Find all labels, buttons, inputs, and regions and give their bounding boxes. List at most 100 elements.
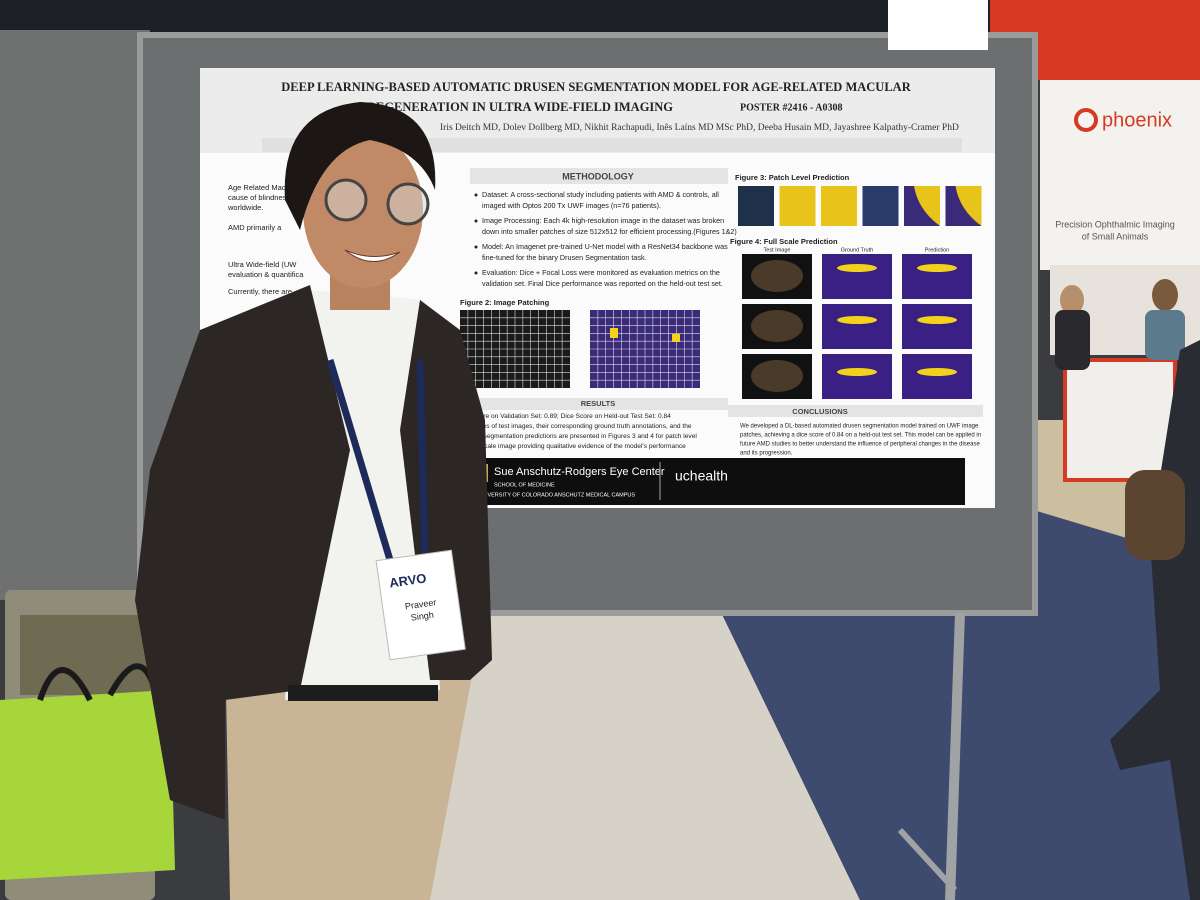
fundus (751, 260, 803, 292)
patch-tile (779, 186, 816, 226)
text-lines: Dataset: A cross-sectional study includi… (472, 190, 981, 457)
intro-line: Age Related Mac (228, 183, 286, 192)
booth-sign-panel (1040, 80, 1200, 270)
section-heading: METHODOLOGY (562, 171, 634, 181)
figure-caption: Figure 4: Full Scale Prediction (730, 237, 838, 246)
patch-tile (738, 186, 774, 226)
poster-title: DEGENERATION IN ULTRA WIDE-FIELD IMAGING (367, 100, 673, 114)
column-header: Ground Truth (841, 247, 873, 253)
center-name: Sue Anschutz-Rodgers Eye Center (494, 466, 665, 478)
result-image (822, 304, 892, 349)
poster-footer (470, 458, 965, 505)
conclusion-line: We developed a DL-based automated drusen… (740, 424, 979, 430)
brand: phoenix (1102, 109, 1172, 131)
segmentation (917, 264, 957, 272)
section-heading: RESULTS (581, 399, 615, 408)
intro-line: Currently, there are (228, 287, 292, 296)
segmentation (610, 328, 618, 338)
methodology-line: down into smaller patches of size 512x51… (482, 227, 737, 236)
intro-line: evaluation & quantifica (228, 270, 304, 279)
segmentation (837, 264, 877, 272)
smile (344, 249, 401, 262)
intro-line: cause of blindnes (228, 193, 287, 202)
segmentation (955, 186, 982, 226)
bullet (474, 219, 478, 223)
methodology-line: fine-tuned for the binary Drusen Segment… (482, 253, 647, 262)
column-header: Test Image (764, 247, 791, 253)
poster-title: DEEP LEARNING-BASED AUTOMATIC DRUSEN SEG… (281, 80, 911, 94)
side-board (0, 30, 150, 600)
visitor (1060, 285, 1084, 315)
booth-counter (1063, 358, 1177, 482)
patch-tile (862, 186, 899, 226)
affiliations (262, 138, 962, 152)
intro-line: worldwide. (227, 203, 263, 212)
result-image (902, 254, 972, 299)
bullet (474, 193, 478, 197)
bag (1125, 470, 1185, 560)
tagline: of Small Animals (1082, 231, 1149, 241)
methodology-line: imaged with Optos 200 Tx UWF images (n=7… (482, 201, 661, 210)
methodology-line: Model: An Imagenet pre-trained U-Net mod… (482, 242, 728, 251)
badge-name: Singh (410, 610, 434, 623)
section-band (470, 398, 728, 410)
methodology-line: Image Processing: Each 4k high-resolutio… (482, 216, 724, 225)
methodology-line: Dataset: A cross-sectional study includi… (482, 190, 719, 199)
phoenix-logo (1074, 108, 1098, 132)
section-heading: CONCLUSIONS (792, 407, 847, 416)
result-image (902, 354, 972, 399)
results-line: mples of test images, their correspondin… (472, 423, 692, 430)
figure-caption: Figure 3: Patch Level Prediction (735, 173, 850, 182)
segmentation (917, 316, 957, 324)
visitor (1055, 310, 1090, 370)
result-image (822, 254, 892, 299)
campus: UNIVERSITY OF COLORADO ANSCHUTZ MEDICAL … (478, 492, 635, 498)
section-band (470, 168, 728, 184)
patch-tile (821, 186, 857, 226)
segmentation (837, 368, 877, 376)
board-leg (945, 612, 965, 900)
tote-bag (0, 690, 175, 880)
results-line: Score on Validation Set: 0.89; Dice Scor… (472, 413, 671, 420)
fundus (751, 360, 803, 392)
visitor (1152, 279, 1178, 311)
intro-line: AMD primarily a (228, 223, 282, 232)
board-foot (897, 827, 958, 893)
conclusion-line: patches, achieving a dice score of 0.84 … (740, 433, 981, 439)
result-image (822, 354, 892, 399)
figures: Test Image Ground Truth Prediction (460, 186, 982, 399)
floor (420, 610, 860, 900)
section-band (728, 405, 983, 417)
methodology-line: Evaluation: Dice + Focal Loss were monit… (482, 268, 720, 277)
paper-note (888, 0, 988, 50)
methodology-line: validation set. Final Dice performance w… (482, 279, 723, 288)
segmentation (837, 316, 877, 324)
school: SCHOOL OF MEDICINE (494, 482, 555, 488)
lanyard (326, 358, 429, 562)
glasses (386, 182, 430, 226)
results-line: ull-scale image providing qualitative ev… (472, 443, 686, 450)
chair-back (20, 615, 150, 695)
authors: Iris Deitch MD, Dolev Dollberg MD, Nikhi… (440, 123, 959, 133)
hair (284, 102, 436, 230)
intro-line: Ultra Wide-field (UW (228, 260, 297, 269)
visitor (1145, 310, 1185, 360)
fundus (751, 310, 803, 342)
figure-caption: Figure 2: Image Patching (460, 298, 550, 307)
glasses (324, 178, 368, 222)
belt (288, 685, 438, 701)
badge (375, 549, 466, 661)
partner: uchealth (675, 468, 728, 484)
conclusion-line: future AMD studies to better understand … (740, 442, 980, 448)
tagline: Precision Ophthalmic Imaging (1055, 219, 1175, 229)
results-line: el's segmentation predictions are presen… (472, 433, 697, 440)
result-image (902, 304, 972, 349)
segmentation (917, 368, 957, 376)
segmentation (672, 334, 680, 342)
poster-id: POSTER #2416 - A0308 (740, 102, 843, 113)
bullet (474, 271, 478, 275)
trousers (225, 640, 475, 900)
